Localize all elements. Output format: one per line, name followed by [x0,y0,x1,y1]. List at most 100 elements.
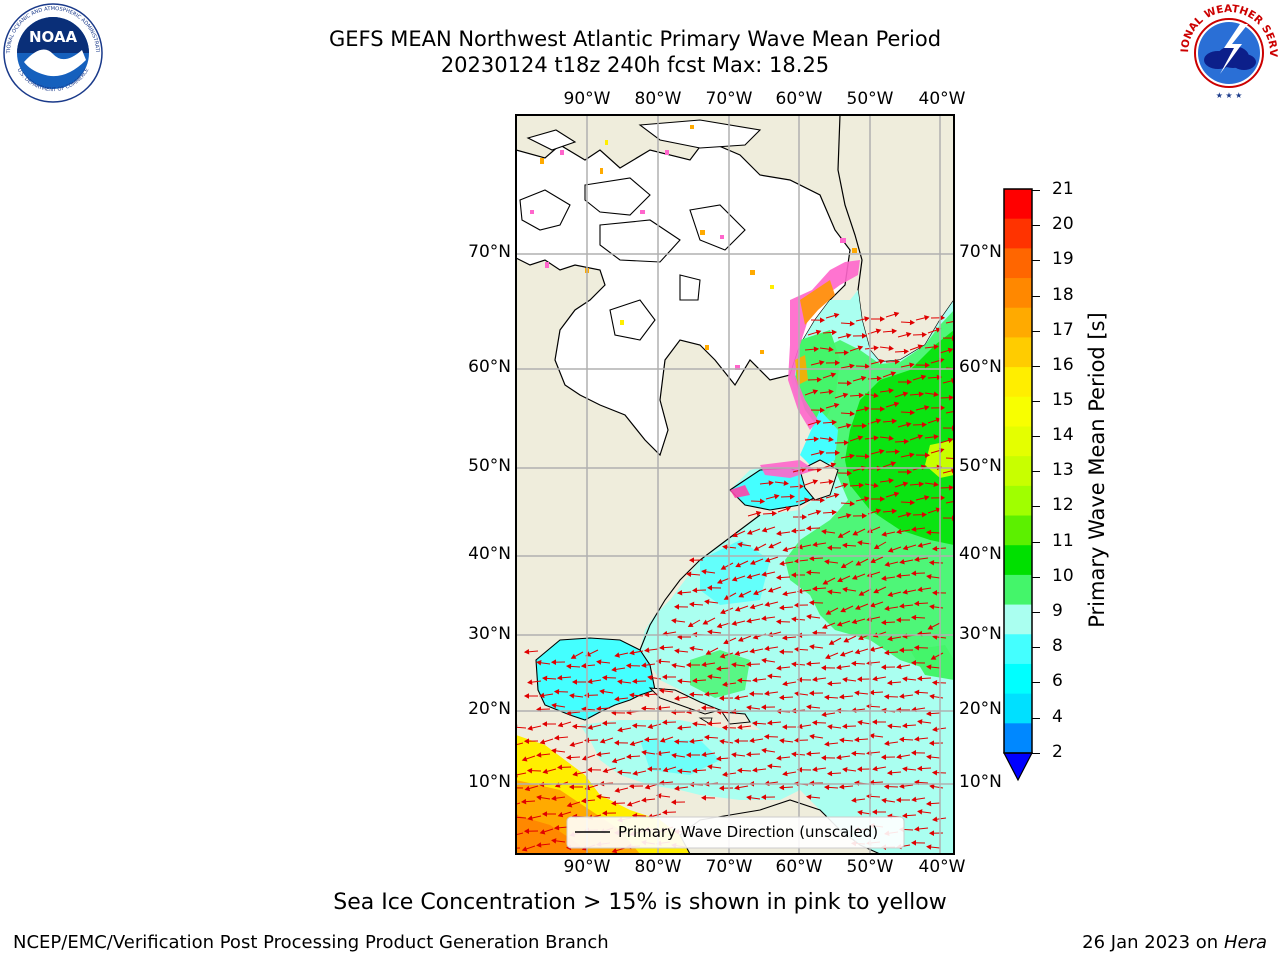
wave-arrow-head [790,528,797,534]
wave-arrow-head [923,495,930,501]
wave-arrow [945,457,954,460]
colorbar-under-triangle [1003,752,1033,782]
wave-arrow-head [641,662,647,668]
wave-arrow-head [733,738,739,744]
wave-arrow-head [902,481,909,487]
wave-arrow-head [823,784,830,791]
wave-arrow-head [812,766,818,772]
wave-arrow-head [808,690,814,696]
wave-arrow-head [616,769,623,776]
wave-arrow-head [628,783,634,789]
wave-arrow-head [809,644,815,650]
wave-arrow-head [551,795,557,801]
wave-arrow-head [843,439,850,446]
wave-arrow-head [775,618,782,625]
wave-arrow-head [761,571,767,577]
lat-label-left-30n: 30°N [468,624,511,644]
wave-arrow-head [614,787,621,793]
wave-arrow-head [851,797,857,803]
wave-arrow-head [818,360,825,366]
wave-arrow-head [719,738,725,745]
wave-arrow-head [611,847,618,854]
colorbar-tick-label: 4 [1052,707,1063,727]
wave-arrow-head [707,629,713,635]
wave-arrow-head [872,675,878,682]
wave-arrow-head [910,750,916,756]
wave-arrow [516,772,527,776]
wave-arrow-head [928,559,935,566]
wave-arrow-head [831,329,838,336]
wave-arrow-head [847,470,853,476]
wave-arrow-head [553,688,560,695]
wave-arrow-head [921,421,928,428]
wave-arrow-head [689,645,695,652]
wave-arrow-head [909,452,915,458]
wave-arrow-head [878,449,885,455]
lon-label-top-50w: 50°W [846,89,894,109]
wave-arrow-head [776,665,782,671]
wave-arrow-head [842,586,848,593]
wave-arrow-head [676,634,682,640]
wave-arrow-head [755,510,762,517]
wave-arrow-head [676,768,683,774]
wave-arrow-head [722,681,728,687]
wave-arrow-head [849,453,855,460]
wave-arrow-head [887,635,893,642]
wave-arrow-head [778,649,784,655]
wave-arrow-head [893,311,900,318]
wave-arrow-head [878,359,885,365]
wave-arrow-head [891,418,898,424]
wave-arrow-head [931,679,938,686]
wave-arrow-head [886,723,893,729]
wave-arrow-head [929,604,935,610]
wave-arrow-head [746,795,752,801]
wave-arrow-head [566,802,573,808]
map-title: GEFS MEAN Northwest Atlantic Primary Wav… [300,26,970,78]
wave-arrow-head [572,771,578,777]
wave-arrow-head [565,754,572,761]
wave-arrow-head [631,678,638,685]
wave-arrow-head [752,634,759,640]
wave-arrow-head [883,649,890,656]
lon-label-bottom-50w: 50°W [846,857,894,877]
wave-arrow-head [551,702,557,709]
wave-arrow-head [858,392,865,399]
colorbar-segment [1004,515,1032,546]
wave-arrow-head [632,770,638,776]
wave-arrow-head [864,453,871,460]
wave-arrow-head [896,753,902,760]
lat-label-right-10n: 10°N [959,772,1002,792]
us-east-coast [639,514,761,651]
colorbar-tick-mark [1032,612,1040,613]
wave-arrow-head [617,726,623,733]
wave-arrow-head [921,511,928,518]
footer-org: NCEP/EMC/Verification Post Processing Pr… [13,932,609,953]
wave-arrow-head [790,616,797,622]
wave-arrow-head [888,345,894,351]
colorbar-tick-mark [1032,471,1040,472]
wave-arrow-head [917,586,923,593]
wave-arrow-head [734,606,741,612]
wave-arrow-head [873,482,879,489]
wave-arrow-head [806,704,812,710]
wave-arrow-head [851,618,858,625]
wave-arrow-head [891,508,898,514]
wave-arrow-head [887,591,894,597]
wave-arrow-head [748,691,754,697]
wave-arrow-head [893,401,900,408]
colorbar-tick-mark [1032,331,1040,332]
colorbar-tick-mark [1032,225,1040,226]
wave-arrow-head [918,391,925,397]
wave-arrow-head [771,510,778,517]
wave-arrow-head [839,651,846,657]
wave-arrow-head [933,344,939,350]
wave-arrow-head [749,737,755,744]
wave-arrow-head [745,751,752,758]
wave-arrow-head [731,576,738,582]
colorbar-segment [1004,307,1032,338]
wave-arrow-head [822,579,829,585]
colorbar-tick-mark [1032,753,1040,754]
wave-arrow-head [921,331,928,338]
wave-arrow-head [760,704,766,710]
wave-arrow-head [928,740,934,746]
